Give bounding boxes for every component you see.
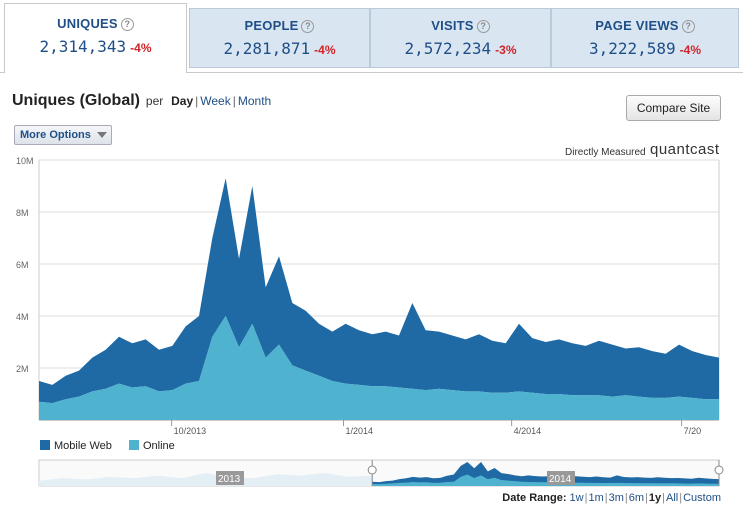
help-icon[interactable]: ? xyxy=(681,20,695,33)
range-6m-link[interactable]: 6m xyxy=(628,492,645,504)
series-mobile-web-area xyxy=(39,178,719,404)
navigator-year-bg xyxy=(547,471,575,485)
separator: | xyxy=(604,492,608,504)
date-range-label: Date Range: xyxy=(502,492,567,504)
legend-swatch xyxy=(40,440,50,450)
tab-label: PAGE VIEWS xyxy=(595,18,679,33)
navigator-online-area xyxy=(372,474,719,486)
navigator-history-area xyxy=(39,473,373,486)
tab-value: 2,314,343 xyxy=(39,37,127,56)
tab-value: 2,281,871 xyxy=(223,39,311,58)
period-week-link[interactable]: Week xyxy=(200,94,231,108)
y-tick-label: 6M xyxy=(16,260,29,270)
navigator-year-bg xyxy=(216,471,244,485)
legend-label: Mobile Web xyxy=(54,440,112,452)
range-1m-link[interactable]: 1m xyxy=(588,492,604,504)
legend-online[interactable]: Online xyxy=(128,440,175,452)
range-navigator[interactable]: 2013 2014 xyxy=(0,458,743,492)
series-online-area xyxy=(39,316,719,420)
help-icon[interactable]: ? xyxy=(301,20,315,33)
navigator-year-label: 2013 xyxy=(218,474,241,485)
y-tick-label: 2M xyxy=(16,364,29,374)
quantcast-logo: quantcast xyxy=(650,141,720,158)
tab-value: 3,222,589 xyxy=(588,39,676,58)
separator: | xyxy=(645,492,648,504)
help-icon[interactable]: ? xyxy=(476,20,490,33)
separator: | xyxy=(195,94,199,108)
navigator-handle xyxy=(367,465,377,475)
date-range-selector: Date Range: 1w|1m|3m|6m|1y|All|Custom xyxy=(502,492,721,504)
x-tick-label: 4/2014 xyxy=(514,426,542,436)
separator: | xyxy=(624,492,628,504)
period-month-link[interactable]: Month xyxy=(237,94,272,108)
traffic-chart[interactable]: 10M 8M 6M 4M 2M 10/2013 1/2014 4/2014 7/20 xyxy=(0,150,743,440)
legend-mobile-web[interactable]: Mobile Web xyxy=(40,440,112,452)
tab-visits[interactable]: VISITS? 2,572,234 -3% xyxy=(370,8,551,68)
x-tick-label: 1/2014 xyxy=(346,426,374,436)
tab-change: -4% xyxy=(314,43,336,57)
tab-page-views[interactable]: PAGE VIEWS? 3,222,589 -4% xyxy=(551,8,739,68)
directly-measured-label: Directly Measured xyxy=(565,147,646,158)
period-day-link[interactable]: Day xyxy=(171,94,194,108)
tab-change: -3% xyxy=(495,43,517,57)
per-label: per xyxy=(145,94,164,108)
metric-tabs: UNIQUES? 2,314,343 -4% PEOPLE? 2,281,871-… xyxy=(0,0,743,73)
tab-label: PEOPLE xyxy=(244,18,299,33)
y-tick-label: 4M xyxy=(16,312,29,322)
help-icon[interactable]: ? xyxy=(120,18,134,31)
tab-change: -4% xyxy=(130,41,152,55)
y-tick-label: 8M xyxy=(16,208,29,218)
legend-label: Online xyxy=(142,440,175,452)
x-tick-label: 10/2013 xyxy=(174,426,207,436)
range-3m-link[interactable]: 3m xyxy=(608,492,624,504)
x-tick-label: 7/20 xyxy=(684,426,702,436)
chart-legend: Mobile Web Online xyxy=(40,440,189,452)
separator: | xyxy=(584,492,588,504)
range-1y-link[interactable]: 1y xyxy=(648,492,662,504)
separator: | xyxy=(232,94,236,108)
tab-change: -4% xyxy=(679,43,702,57)
tab-label: VISITS xyxy=(431,18,474,33)
separator: | xyxy=(662,492,665,504)
tab-value: 2,572,234 xyxy=(404,39,492,58)
tab-divider xyxy=(0,72,743,73)
chart-title: Uniques (Global) xyxy=(12,92,140,109)
compare-site-button[interactable]: Compare Site xyxy=(626,95,721,121)
range-1w-link[interactable]: 1w xyxy=(569,492,584,504)
legend-swatch xyxy=(128,440,139,450)
y-tick-label: 10M xyxy=(16,156,34,166)
tab-label: UNIQUES xyxy=(57,16,118,31)
chart-heading: Uniques (Global) per Day | Week | Month xyxy=(12,92,271,110)
tab-people[interactable]: PEOPLE? 2,281,871 -4% xyxy=(189,8,370,68)
navigator-handle xyxy=(714,465,724,475)
chevron-down-icon xyxy=(97,132,107,138)
range-custom-link[interactable]: Custom xyxy=(683,492,721,504)
more-options-dropdown[interactable]: More Options xyxy=(14,125,112,145)
navigator-year-label: 2014 xyxy=(549,474,572,485)
tab-uniques[interactable]: UNIQUES? 2,314,343 -4% xyxy=(4,3,187,73)
more-options-label: More Options xyxy=(20,129,91,141)
range-all-link[interactable]: All xyxy=(666,492,679,504)
separator: | xyxy=(679,492,683,504)
